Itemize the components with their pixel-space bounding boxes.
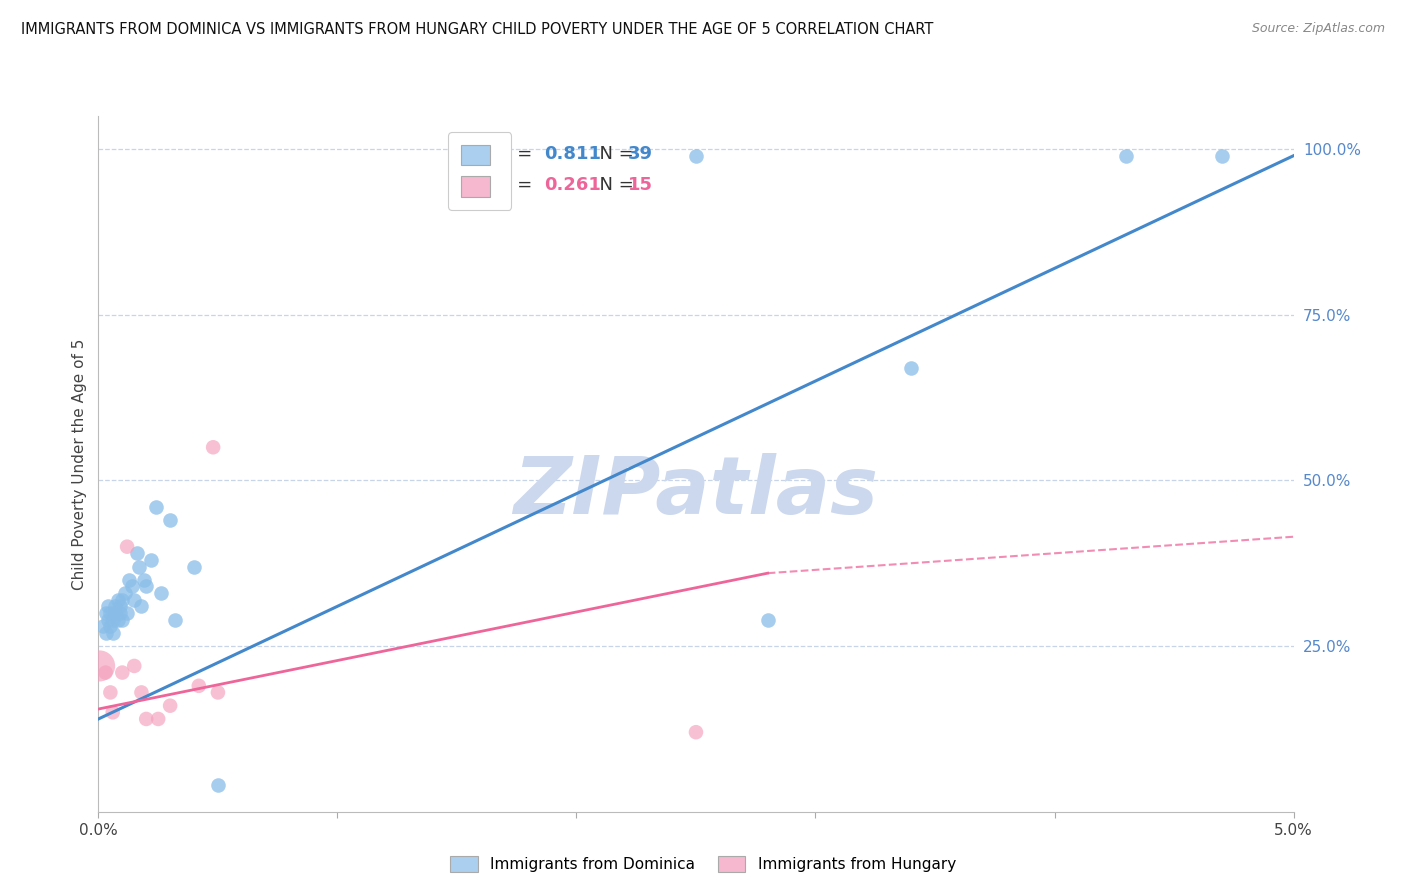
Point — [115, 606, 138, 620]
Point — [139, 553, 162, 567]
Text: 39: 39 — [628, 145, 652, 163]
Point — [100, 606, 122, 620]
Point — [100, 685, 122, 699]
Point — [202, 440, 225, 454]
Point — [94, 625, 117, 640]
Text: N =: N = — [589, 145, 640, 163]
Point — [207, 685, 229, 699]
Text: R =: R = — [499, 177, 537, 194]
Point — [207, 778, 229, 792]
Point — [135, 579, 157, 593]
Y-axis label: Child Poverty Under the Age of 5: Child Poverty Under the Age of 5 — [72, 338, 87, 590]
Text: 0.261: 0.261 — [544, 177, 602, 194]
Point — [159, 513, 181, 527]
Point — [187, 679, 209, 693]
Point — [685, 149, 707, 163]
Point — [131, 599, 153, 614]
Point — [114, 586, 136, 600]
Point — [111, 592, 134, 607]
Point — [148, 712, 170, 726]
Point — [104, 599, 127, 614]
Point — [125, 546, 148, 560]
Point — [756, 613, 779, 627]
Point — [91, 619, 114, 633]
Point — [97, 613, 120, 627]
Point — [107, 592, 129, 607]
Point — [1115, 149, 1137, 163]
Point — [135, 712, 157, 726]
Point — [145, 500, 167, 514]
Point — [101, 625, 124, 640]
Point — [118, 573, 141, 587]
Point — [159, 698, 181, 713]
Point — [104, 606, 127, 620]
Point — [115, 540, 138, 554]
Point — [108, 599, 131, 614]
Point — [121, 579, 143, 593]
Point — [101, 613, 124, 627]
Point — [900, 360, 922, 375]
Text: 15: 15 — [628, 177, 652, 194]
Point — [111, 665, 134, 680]
Text: Source: ZipAtlas.com: Source: ZipAtlas.com — [1251, 22, 1385, 36]
Point — [132, 573, 155, 587]
Point — [149, 586, 172, 600]
Point — [1211, 149, 1233, 163]
Point — [124, 659, 146, 673]
Point — [163, 613, 186, 627]
Point — [124, 592, 146, 607]
Point — [94, 606, 117, 620]
Point — [685, 725, 707, 739]
Point — [128, 559, 150, 574]
Point — [94, 665, 117, 680]
Point — [89, 659, 111, 673]
Point — [97, 599, 120, 614]
Text: ZIPatlas: ZIPatlas — [513, 452, 879, 531]
Text: IMMIGRANTS FROM DOMINICA VS IMMIGRANTS FROM HUNGARY CHILD POVERTY UNDER THE AGE : IMMIGRANTS FROM DOMINICA VS IMMIGRANTS F… — [21, 22, 934, 37]
Text: N =: N = — [589, 177, 640, 194]
Point — [111, 613, 134, 627]
Point — [108, 606, 131, 620]
Legend: , : , — [449, 132, 512, 210]
Point — [183, 559, 205, 574]
Text: R =: R = — [499, 145, 537, 163]
Point — [107, 613, 129, 627]
Legend: Immigrants from Dominica, Immigrants from Hungary: Immigrants from Dominica, Immigrants fro… — [443, 848, 963, 880]
Point — [100, 619, 122, 633]
Point — [101, 706, 124, 720]
Point — [131, 685, 153, 699]
Text: 0.811: 0.811 — [544, 145, 602, 163]
